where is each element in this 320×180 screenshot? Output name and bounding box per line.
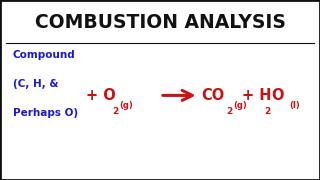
Text: 2: 2 — [265, 107, 271, 116]
Text: (g): (g) — [233, 101, 247, 110]
Text: + O: + O — [86, 88, 116, 103]
Text: COMBUSTION ANALYSIS: COMBUSTION ANALYSIS — [35, 13, 285, 32]
Text: O: O — [271, 88, 284, 103]
Text: Compound: Compound — [13, 50, 76, 60]
Text: (l): (l) — [289, 101, 300, 110]
Text: (C, H, &: (C, H, & — [13, 79, 58, 89]
Text: CO: CO — [202, 88, 225, 103]
Text: + H: + H — [242, 88, 271, 103]
Text: 2: 2 — [227, 107, 233, 116]
Text: 2: 2 — [113, 107, 119, 116]
Text: Perhaps O): Perhaps O) — [13, 108, 78, 118]
Text: (g): (g) — [120, 101, 133, 110]
